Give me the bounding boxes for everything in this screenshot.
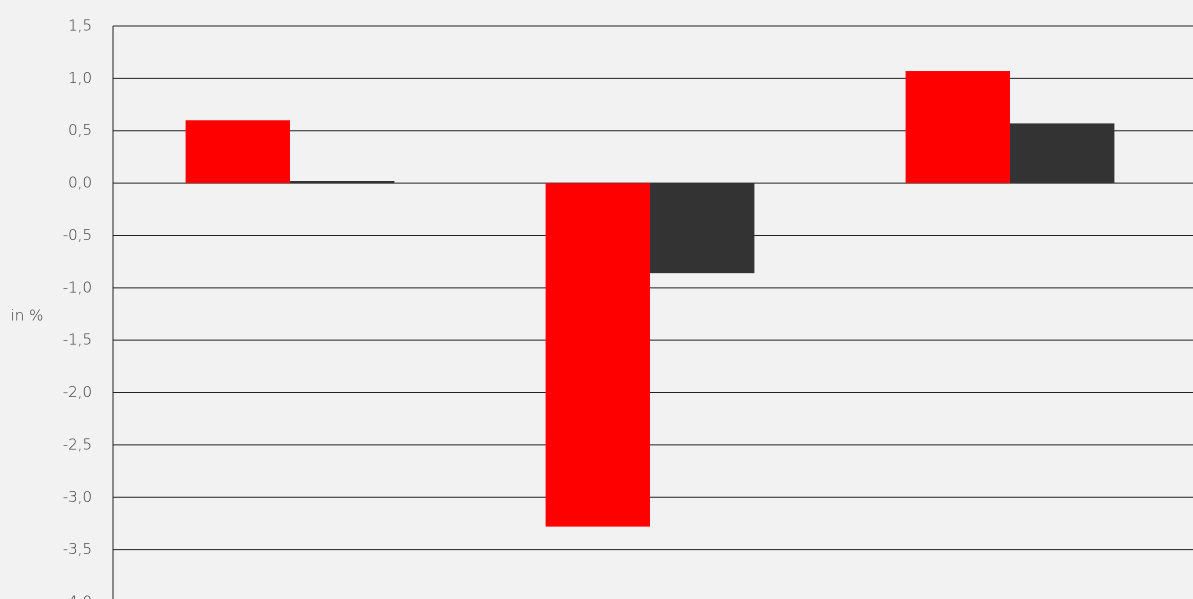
y-tick-label: -0,5 <box>63 226 92 244</box>
y-tick-label: -2,0 <box>63 383 92 401</box>
bar <box>185 120 290 184</box>
y-tick-label: -1,0 <box>63 278 92 296</box>
y-axis-label: in % <box>11 307 44 325</box>
y-tick-label: 1,0 <box>68 69 92 87</box>
y-tick-label: 1,5 <box>68 17 92 35</box>
y-tick-label: -1,5 <box>63 331 92 349</box>
y-tick-label: -2,5 <box>63 435 92 453</box>
bar <box>1010 123 1115 184</box>
y-tick-label: -4,0 <box>63 593 92 599</box>
y-tick-label: 0,5 <box>68 121 92 139</box>
y-tick-label: 0,0 <box>68 174 92 192</box>
bar <box>905 71 1010 184</box>
bar <box>545 183 650 527</box>
y-tick-label: -3,0 <box>63 488 92 506</box>
bar <box>290 180 395 184</box>
bar <box>650 183 755 274</box>
y-tick-label: -3,5 <box>63 540 92 558</box>
